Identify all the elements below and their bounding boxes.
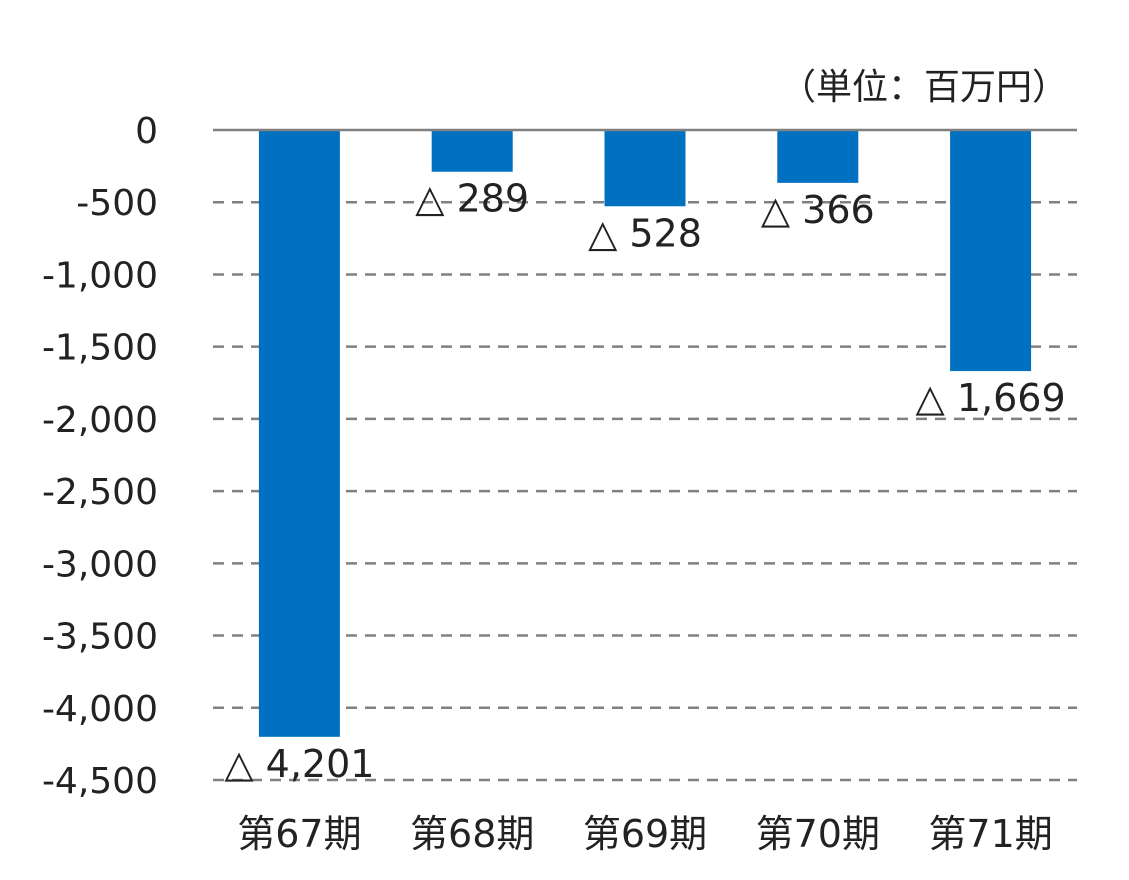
y-tick-label: -3,500 — [42, 617, 158, 658]
data-label: △ 1,669 — [916, 376, 1066, 420]
x-tick-label: 第69期 — [583, 812, 707, 856]
x-tick-label: 第71期 — [928, 812, 1052, 856]
x-tick-label: 第67期 — [237, 812, 361, 856]
gridlines — [213, 200, 1077, 782]
y-tick-label: -1,500 — [42, 328, 158, 369]
bars — [258, 130, 1032, 737]
bar — [950, 130, 1032, 372]
x-tick-label: 第68期 — [410, 812, 534, 856]
y-tick-label: -2,500 — [42, 472, 158, 513]
data-label: △ 366 — [761, 188, 875, 232]
y-tick-label: -2,000 — [42, 400, 158, 441]
bar — [431, 130, 513, 172]
data-label: △ 289 — [415, 177, 529, 221]
data-label: △ 528 — [588, 211, 702, 255]
unit-label: （単位：百万円） — [780, 67, 1069, 108]
y-tick-label: -4,000 — [42, 689, 158, 730]
y-axis-ticks: 0 -500 -1,000 -1,500 -2,000 -2,500 -3,000 -3,50… — [42, 111, 158, 802]
y-tick-label: 0 — [135, 111, 158, 152]
bar — [777, 130, 859, 183]
x-axis-ticks: 第67期 第68期 第69期 第70期 第71期 — [237, 812, 1053, 856]
y-tick-label: -4,500 — [42, 761, 158, 802]
bar — [604, 130, 686, 207]
data-label: △ 4,201 — [224, 742, 374, 786]
x-tick-label: 第70期 — [756, 812, 880, 856]
bar — [258, 130, 340, 737]
y-tick-label: -500 — [76, 183, 158, 224]
y-tick-label: -3,000 — [42, 544, 158, 585]
data-labels: △ 4,201 △ 289 △ 528 △ 366 △ 1,669 — [224, 177, 1065, 786]
y-tick-label: -1,000 — [42, 255, 158, 296]
